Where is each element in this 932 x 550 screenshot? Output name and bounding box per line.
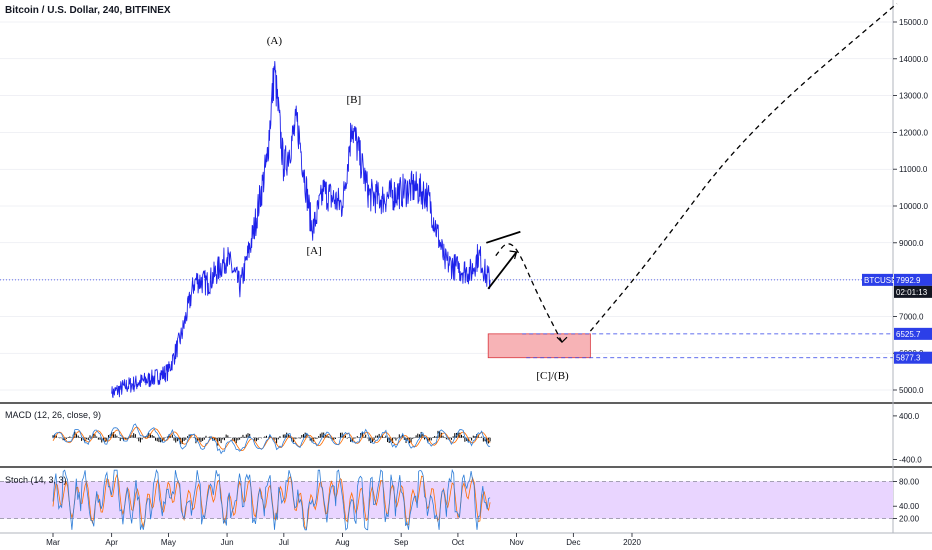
time-tick-label: Mar bbox=[46, 538, 60, 547]
target-low-badge-bg bbox=[894, 351, 932, 364]
wedge-trendline[interactable] bbox=[487, 251, 518, 290]
wave-label: (A) bbox=[267, 35, 283, 47]
price-series-layer bbox=[0, 60, 893, 399]
projection-down-path[interactable] bbox=[495, 243, 563, 343]
wedge-arrowhead bbox=[509, 250, 518, 260]
wave-label: [A] bbox=[306, 245, 321, 257]
target-zone-box[interactable] bbox=[487, 333, 591, 359]
time-tick-label: Oct bbox=[452, 538, 465, 547]
price-grid bbox=[0, 21, 893, 391]
target-high-badge: 6525.7 bbox=[896, 330, 921, 339]
price-tick-label: 5000.0 bbox=[899, 386, 924, 395]
wave-label: [C]/(B) bbox=[536, 370, 569, 382]
symbol-tag-bg bbox=[862, 273, 893, 286]
price-tick-label: 14000.0 bbox=[899, 55, 928, 64]
macd-title: MACD (12, 26, close, 9) bbox=[5, 410, 101, 420]
current-price-badge-bg bbox=[894, 273, 932, 286]
macd-tick-label: -400.0 bbox=[899, 456, 922, 465]
time-tick-label: Jun bbox=[221, 538, 234, 547]
time-tick-label: May bbox=[161, 538, 176, 547]
stoch-tick-label: 80.00 bbox=[899, 477, 920, 486]
wedge-trendline[interactable] bbox=[486, 230, 521, 244]
macd-line bbox=[52, 423, 491, 455]
time-tick-label: Apr bbox=[105, 538, 118, 547]
wave-label: [B] bbox=[347, 94, 362, 106]
label-layer: (A) [A] [B] [C]/(B) BTCUSD 7992.9 02:01:13 6525… bbox=[267, 35, 932, 382]
time-tick-label: Sep bbox=[394, 538, 409, 547]
current-price-badge: 7992.9 bbox=[896, 276, 921, 285]
time-tick-label: Aug bbox=[335, 538, 349, 547]
time-tick-label: Jul bbox=[279, 538, 289, 547]
stoch-k-line bbox=[52, 468, 491, 531]
projection-arrowhead bbox=[556, 336, 568, 344]
stoch-layer bbox=[52, 468, 491, 531]
price-tick-label: 7000.0 bbox=[899, 312, 924, 321]
target-high-badge-bg bbox=[894, 327, 932, 340]
bar-countdown-badge-bg bbox=[894, 285, 932, 298]
price-tick-label: 9000.0 bbox=[899, 239, 924, 248]
symbol-tag: BTCUSD bbox=[864, 276, 897, 285]
time-tick-label: Nov bbox=[509, 538, 523, 547]
stoch-tick-label: 20.00 bbox=[899, 515, 920, 524]
price-tick-label: 10000.0 bbox=[899, 202, 928, 211]
drawings-layer bbox=[486, 3, 898, 344]
macd-layer bbox=[52, 423, 491, 455]
price-tick-label: 13000.0 bbox=[899, 92, 928, 101]
time-tick-label: Dec bbox=[566, 538, 580, 547]
price-series-line bbox=[111, 60, 491, 399]
stoch-tick-label: 40.00 bbox=[899, 502, 920, 511]
stoch-title: Stoch (14, 3, 3) bbox=[5, 475, 67, 485]
bar-countdown-badge: 02:01:13 bbox=[896, 288, 928, 297]
price-tick-label: 12000.0 bbox=[899, 128, 928, 137]
time-tick-label: 2020 bbox=[623, 538, 641, 547]
target-low-badge: 5877.3 bbox=[896, 354, 921, 363]
price-tick-label: 11000.0 bbox=[899, 165, 928, 174]
chart-title: Bitcoin / U.S. Dollar, 240, BITFINEX bbox=[5, 5, 171, 16]
macd-tick-label: 400.0 bbox=[899, 412, 920, 421]
price-tick-label: 15000.0 bbox=[899, 18, 928, 27]
